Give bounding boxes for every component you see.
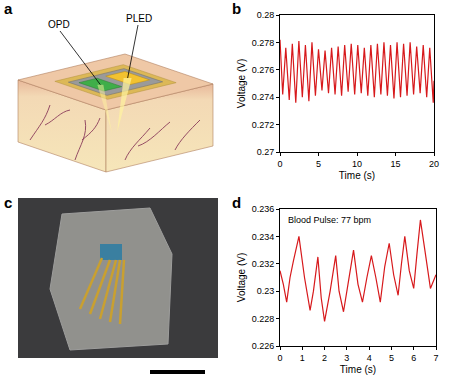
- svg-text:PLED: PLED: [126, 13, 152, 24]
- svg-text:7: 7: [433, 353, 438, 363]
- svg-text:Blood Pulse: 77 bpm: Blood Pulse: 77 bpm: [288, 215, 371, 225]
- svg-text:0: 0: [277, 159, 282, 169]
- svg-text:0.234: 0.234: [252, 232, 275, 242]
- svg-text:0.28: 0.28: [257, 10, 275, 20]
- svg-text:0.232: 0.232: [252, 259, 275, 269]
- svg-text:0.23: 0.23: [257, 286, 275, 296]
- svg-text:0.272: 0.272: [252, 120, 275, 130]
- svg-text:0: 0: [277, 353, 282, 363]
- svg-text:0.278: 0.278: [252, 38, 275, 48]
- svg-text:0.228: 0.228: [252, 314, 275, 324]
- svg-text:0.274: 0.274: [252, 92, 275, 102]
- svg-text:1: 1: [300, 353, 305, 363]
- svg-text:15: 15: [390, 159, 400, 169]
- html-text:d: d: [232, 194, 242, 211]
- svg-text:5: 5: [316, 159, 321, 169]
- svg-text:0.27: 0.27: [257, 147, 275, 157]
- svg-text:0.226: 0.226: [252, 341, 275, 351]
- svg-text:Time (s): Time (s): [339, 170, 375, 181]
- html-text:b: b: [232, 0, 242, 17]
- svg-text:OPD: OPD: [48, 19, 70, 30]
- svg-text:3: 3: [344, 353, 349, 363]
- svg-text:6: 6: [411, 353, 416, 363]
- svg-text:10: 10: [352, 159, 362, 169]
- svg-text:2: 2: [322, 353, 327, 363]
- svg-text:Voltage (V): Voltage (V): [236, 253, 247, 302]
- svg-text:0.276: 0.276: [252, 65, 275, 75]
- svg-text:5: 5: [389, 353, 394, 363]
- svg-text:20: 20: [429, 159, 439, 169]
- svg-text:Time (s): Time (s): [340, 364, 376, 375]
- svg-text:0.236: 0.236: [252, 204, 275, 214]
- svg-text:Voltage (V): Voltage (V): [236, 59, 247, 108]
- svg-text:4: 4: [367, 353, 372, 363]
- html-text:a: a: [4, 0, 13, 17]
- html-text:c: c: [4, 194, 13, 211]
